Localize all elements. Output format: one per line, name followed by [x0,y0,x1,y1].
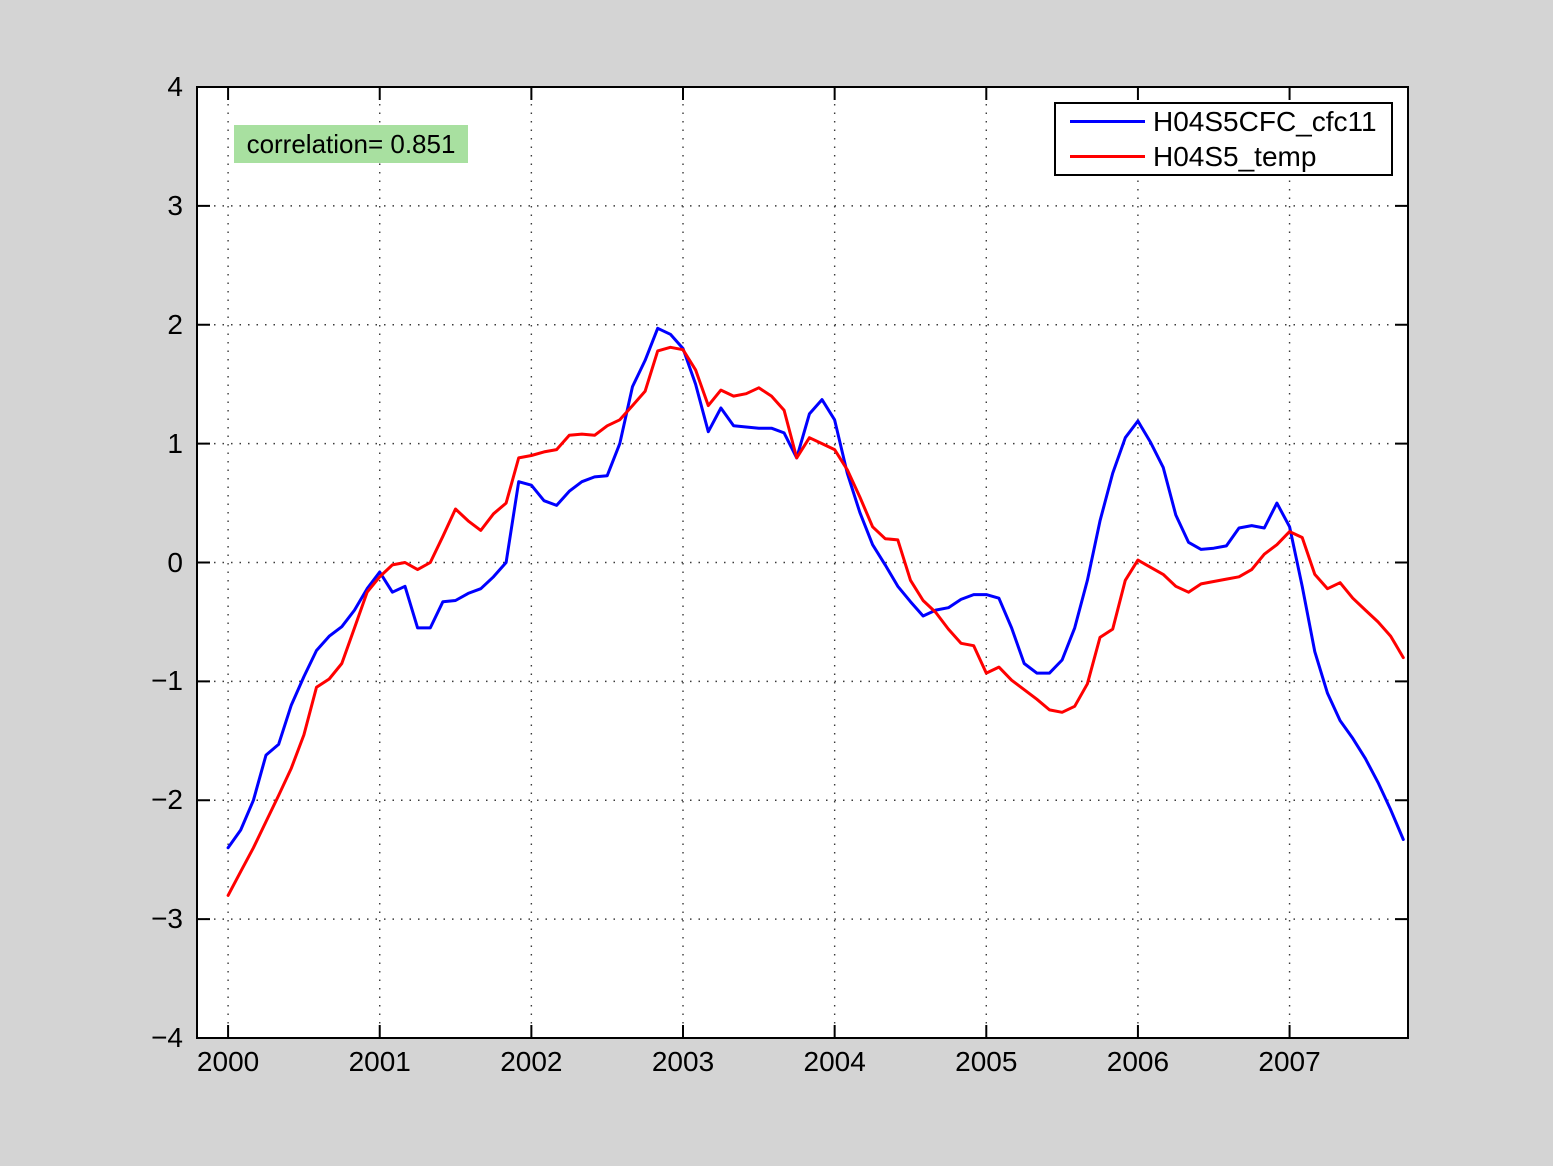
series-line-H04S5CFC_cfc11 [226,326,1405,850]
x-tick-label-2000: 2000 [196,1046,260,1077]
series-line-H04S5_temp [226,345,1405,897]
legend-box: H04S5CFC_cfc11 H04S5_temp [1054,102,1393,176]
legend-line-sample-blue [1070,120,1145,123]
x-tick-label-2004: 2004 [803,1046,866,1077]
y-tick-label-2: 2 [167,308,183,340]
legend-label-temp: H04S5_temp [1153,140,1317,172]
y-tick-label--1: −1 [151,665,183,697]
x-tick-label-2002: 2002 [500,1046,563,1077]
legend-entry-temp: H04S5_temp [1056,139,1391,174]
legend-entry-cfc11: H04S5CFC_cfc11 [1056,104,1391,139]
legend-label-cfc11: H04S5CFC_cfc11 [1153,105,1377,137]
legend-line-sample-red [1070,155,1145,158]
x-tick-label-2006: 2006 [1106,1046,1170,1077]
y-tick-label--2: −2 [151,784,183,816]
y-tick-label-3: 3 [167,189,183,221]
y-tick-label-1: 1 [167,427,183,459]
y-tick-label--4: −4 [151,1022,183,1053]
y-tick-label-4: 4 [167,71,183,102]
x-tick-label-2001: 2001 [348,1046,411,1077]
x-tick-label-2003: 2003 [651,1046,715,1077]
y-tick-label-0: 0 [167,546,183,578]
y-tick-label--3: −3 [151,903,183,935]
x-tick-label-2005: 2005 [955,1046,1018,1077]
correlation-annotation: correlation= 0.851 [234,125,468,163]
x-tick-label-2007: 2007 [1258,1046,1321,1077]
